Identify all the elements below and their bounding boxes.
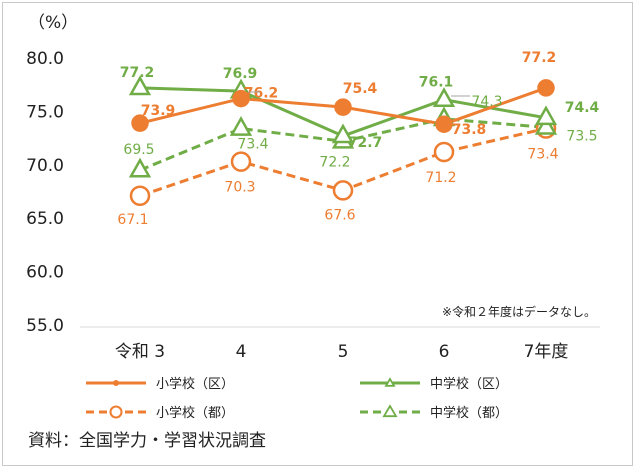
data-label: 77.2 bbox=[522, 50, 557, 66]
chart-note: ※令和２年度はデータなし。 bbox=[442, 304, 596, 319]
data-label: 76.2 bbox=[244, 86, 279, 102]
data-label: 73.4 bbox=[527, 146, 558, 162]
data-point-0 bbox=[334, 98, 352, 116]
data-label: 67.1 bbox=[117, 212, 148, 228]
legend-marker-2 bbox=[109, 405, 123, 419]
legend-label: 中学校（区） bbox=[430, 376, 508, 392]
data-label: 73.4 bbox=[237, 136, 268, 152]
data-point-3 bbox=[229, 116, 253, 136]
x-tick-label: 6 bbox=[439, 342, 450, 362]
data-label: 71.2 bbox=[425, 170, 456, 186]
legend-marker-0 bbox=[113, 380, 119, 386]
data-label: 76.9 bbox=[223, 66, 258, 82]
data-point-1 bbox=[331, 123, 355, 144]
x-tick-label: 令和 3 bbox=[115, 342, 165, 362]
data-label: 72.2 bbox=[319, 154, 350, 170]
data-point-3 bbox=[128, 157, 152, 178]
y-tick-label: 80.0 bbox=[26, 49, 64, 69]
data-label: 76.1 bbox=[419, 75, 454, 91]
data-label: 73.8 bbox=[452, 122, 487, 138]
legend-marker-1 bbox=[384, 377, 396, 387]
legend-label: 小学校（都） bbox=[156, 405, 234, 421]
y-unit-label: （%） bbox=[28, 13, 78, 33]
legend: 小学校（区） 中学校（区） 小学校（都） 中学校（都） bbox=[86, 376, 508, 421]
data-label: 67.6 bbox=[324, 207, 355, 223]
data-point-0 bbox=[435, 115, 453, 133]
series-group bbox=[128, 75, 558, 207]
data-label: 72.7 bbox=[348, 135, 383, 151]
data-label: 69.5 bbox=[123, 142, 154, 158]
data-label: 75.4 bbox=[343, 81, 378, 97]
data-point-2 bbox=[230, 151, 252, 172]
data-label: 73.5 bbox=[566, 128, 597, 144]
data-label: 74.3 bbox=[471, 94, 502, 110]
data-point-1 bbox=[128, 75, 152, 96]
data-point-3 bbox=[534, 114, 558, 135]
y-tick-label: 75.0 bbox=[26, 102, 64, 122]
data-point-2 bbox=[433, 141, 455, 163]
y-tick-label: 65.0 bbox=[26, 209, 64, 229]
legend-marker-3 bbox=[382, 404, 398, 418]
data-label: 73.9 bbox=[141, 103, 176, 119]
data-label: 77.2 bbox=[120, 65, 155, 81]
y-tick-label: 70.0 bbox=[26, 156, 64, 176]
data-point-0 bbox=[537, 79, 555, 97]
chart-frame bbox=[2, 2, 633, 466]
x-tick-label: 7年度 bbox=[524, 342, 569, 362]
data-point-0 bbox=[131, 114, 149, 132]
y-tick-label: 60.0 bbox=[26, 263, 64, 283]
y-tick-label: 55.0 bbox=[26, 316, 64, 336]
data-labels-group: 73.9 76.2 75.4 73.8 77.2 77.2 76.9 72.7 76.1 74.4… bbox=[117, 50, 599, 228]
data-label: 70.3 bbox=[224, 180, 255, 196]
data-point-1 bbox=[534, 105, 558, 126]
data-label: 74.4 bbox=[565, 100, 600, 116]
legend-label: 中学校（都） bbox=[430, 405, 508, 421]
legend-label: 小学校（区） bbox=[156, 376, 234, 392]
x-axis-ticks: 令和 3 4 5 6 7年度 bbox=[115, 342, 569, 362]
data-point-2 bbox=[129, 185, 151, 207]
data-point-2 bbox=[332, 180, 354, 201]
x-tick-label: 4 bbox=[236, 342, 247, 362]
data-point-0 bbox=[232, 89, 250, 108]
y-axis-ticks: 80.0 75.0 70.0 65.0 60.0 55.0 bbox=[26, 49, 64, 336]
data-point-1 bbox=[432, 87, 456, 107]
x-tick-label: 5 bbox=[338, 342, 349, 362]
source-text: 資料：全国学力・学習状況調査 bbox=[28, 431, 266, 451]
